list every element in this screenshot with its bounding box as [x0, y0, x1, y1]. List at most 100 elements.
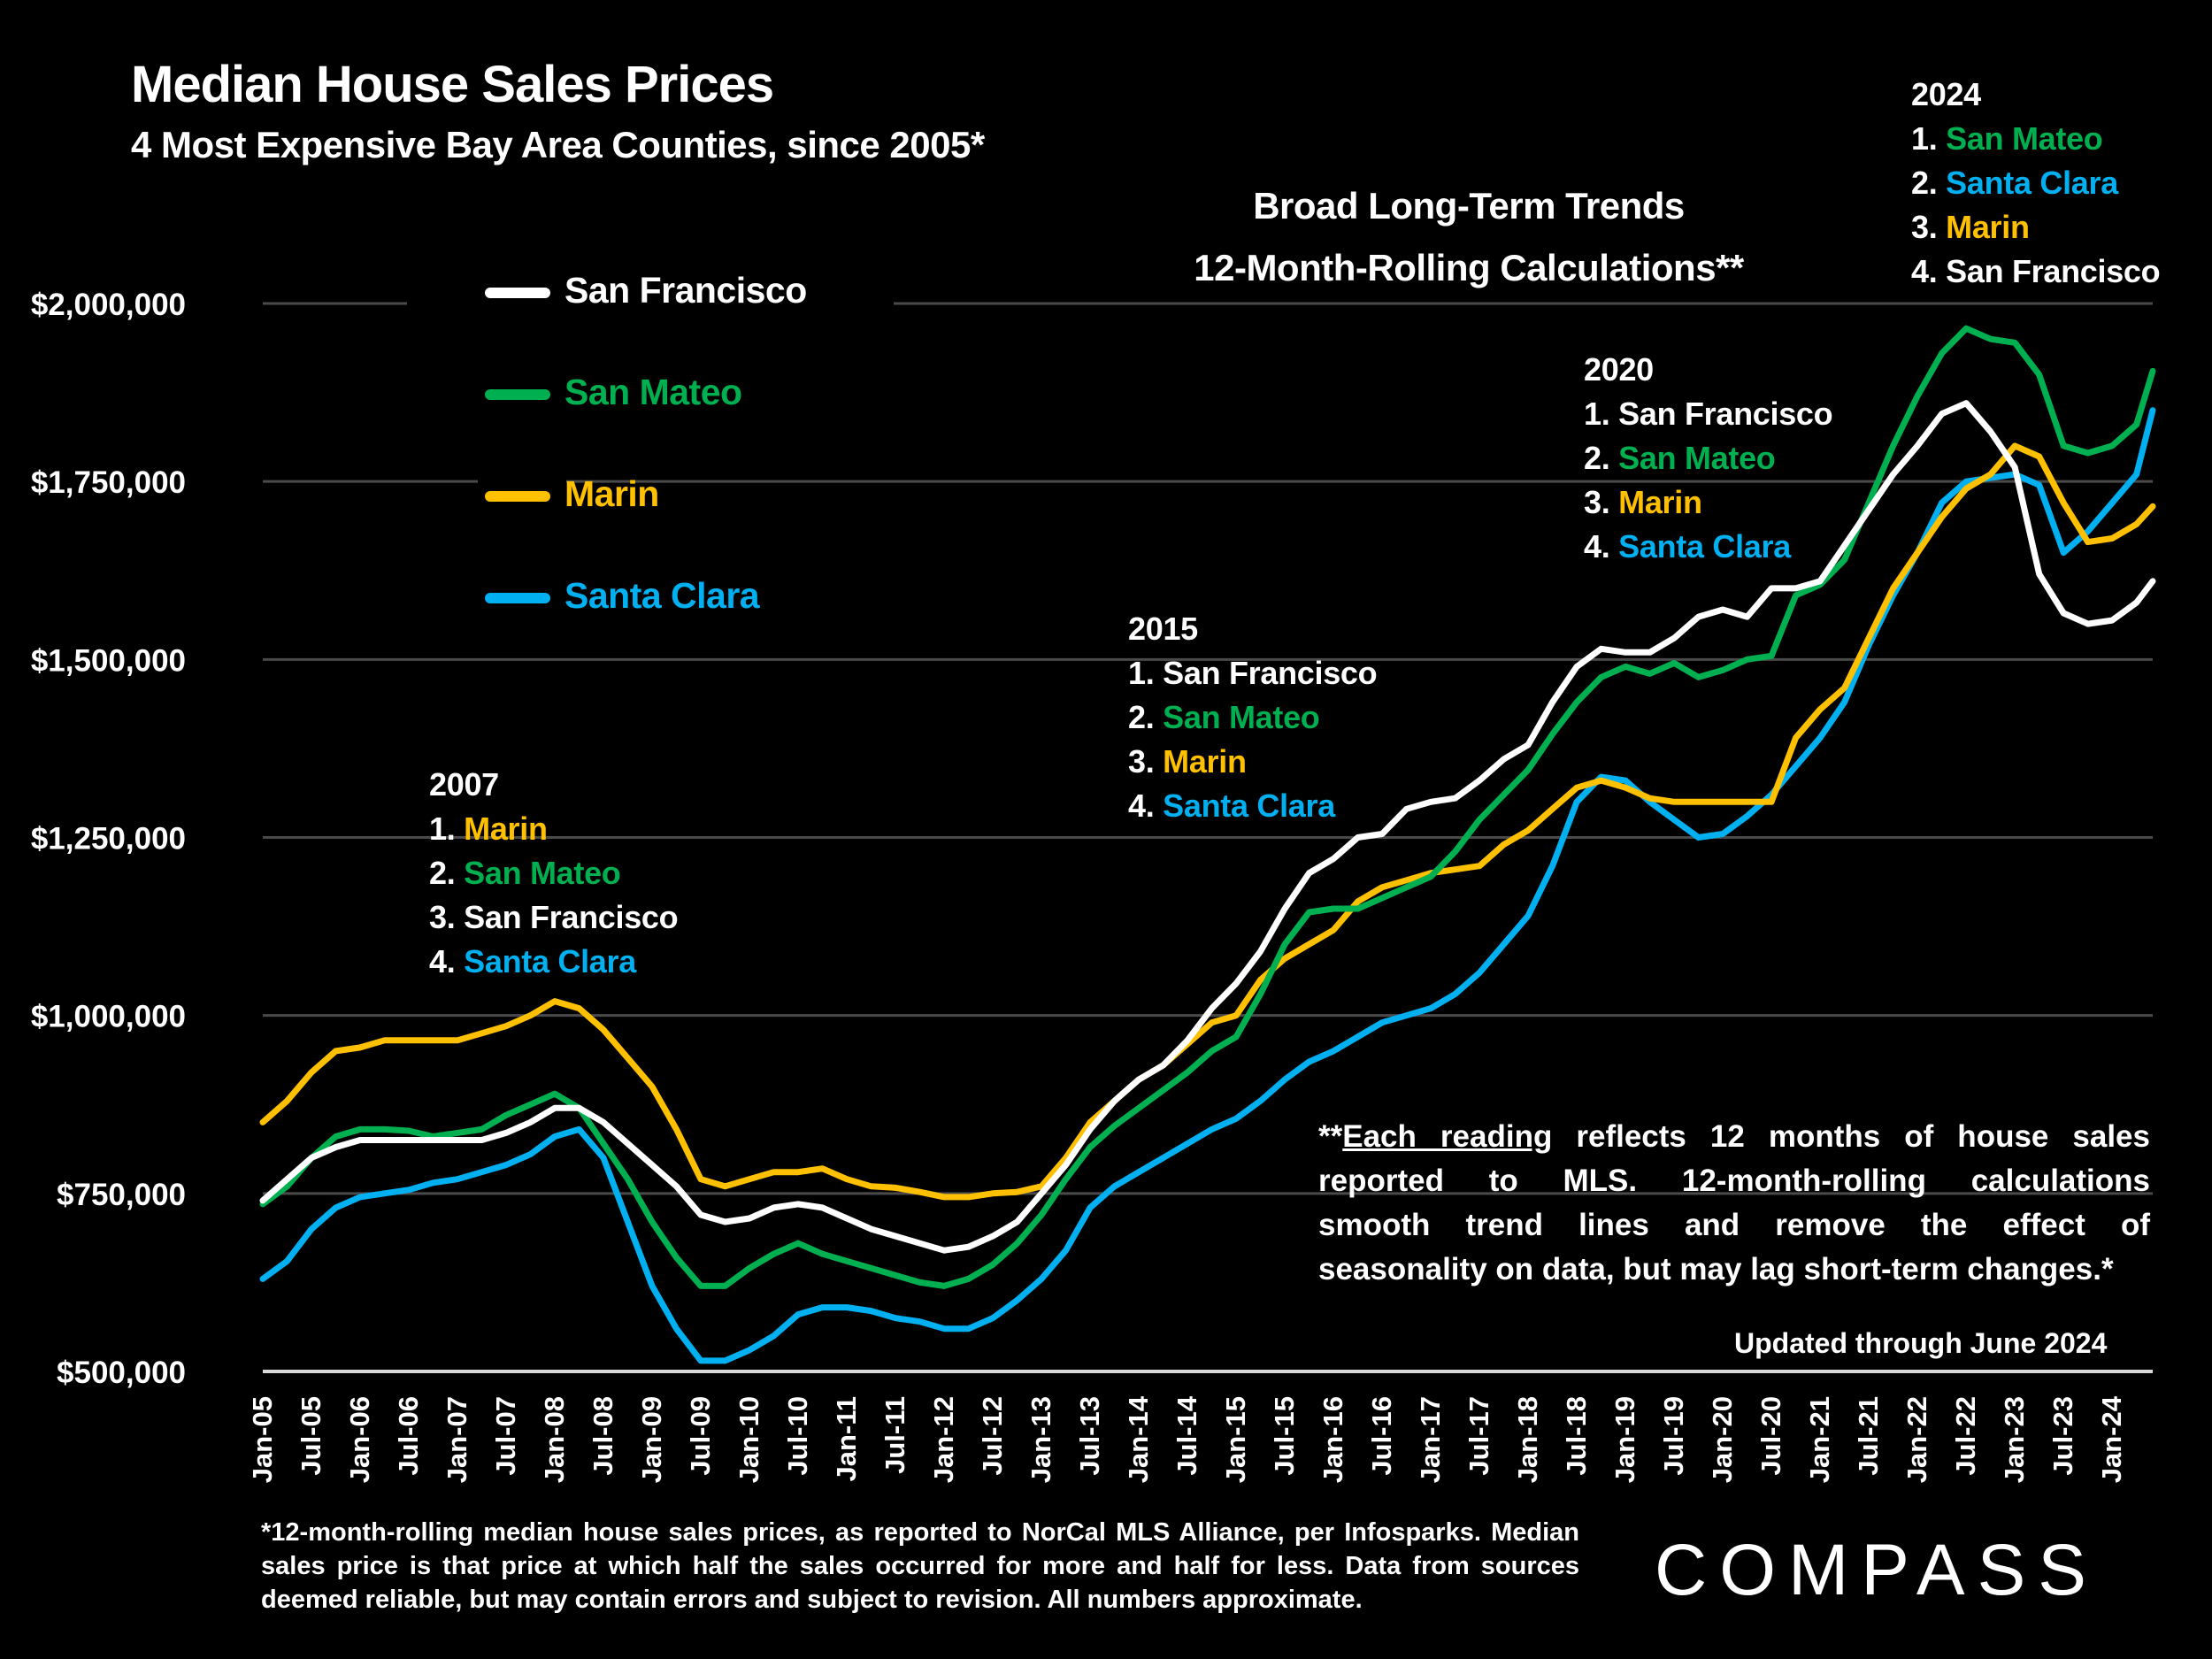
- legend-label: Marin: [565, 473, 659, 514]
- series-line-santa-clara: [259, 407, 2156, 1364]
- ranking-year: 2024: [1911, 76, 1981, 112]
- x-tick-label: Jan-15: [1220, 1396, 1251, 1483]
- ranking-item: 2. San Mateo: [1584, 436, 1832, 480]
- ranking-county: San Francisco: [1163, 655, 1378, 691]
- x-tick-label: Jul-09: [685, 1396, 716, 1476]
- y-tick-label: $500,000: [57, 1356, 186, 1390]
- x-tick-label: Jan-23: [1999, 1396, 2030, 1483]
- ranking-number: 2.: [1128, 699, 1164, 735]
- ranking-county: Marin: [1163, 743, 1247, 780]
- x-axis-labels: Jan-05 Jul-05 Jan-06 Jul-06 Jan-07 Jul-07 Jan-…: [247, 1395, 2127, 1483]
- x-tick-label: Jan-17: [1415, 1396, 1446, 1483]
- ranking-item: 4. San Francisco: [1911, 250, 2161, 294]
- legend-label: Santa Clara: [565, 575, 760, 616]
- legend-item-santa-clara: Santa Clara: [485, 575, 760, 617]
- x-tick-label: Jul-11: [879, 1396, 910, 1474]
- x-tick-label: Jan-12: [928, 1396, 959, 1483]
- ranking-county: Marin: [464, 810, 548, 847]
- chart-title: Median House Sales Prices: [131, 56, 774, 113]
- ranking-number: 4.: [1911, 253, 1947, 289]
- x-tick-label: Jan-07: [442, 1396, 472, 1483]
- trend-title-line2: 12-Month-Rolling Calculations**: [1194, 247, 1744, 288]
- ranking-county: Santa Clara: [1946, 165, 2118, 201]
- ranking-number: 4.: [1584, 528, 1619, 565]
- x-tick-label: Jan-08: [539, 1396, 570, 1483]
- x-tick-label: Jul-05: [296, 1396, 326, 1476]
- ranking-number: 1.: [1128, 655, 1164, 691]
- x-tick-label: Jul-10: [782, 1396, 813, 1476]
- updated-label: Updated through June 2024: [1734, 1327, 2108, 1359]
- y-tick-label: $1,000,000: [31, 1000, 186, 1034]
- note-line2: reported to MLS. 12-month-rolling calcul…: [1318, 1164, 2150, 1198]
- legend-swatch: [485, 288, 550, 299]
- note-line3: smooth trend lines and remove the effect…: [1318, 1208, 2150, 1242]
- ranking-number: 4.: [1128, 787, 1164, 824]
- methodology-note: **Each reading reflects 12 months of hou…: [1318, 1115, 2150, 1292]
- legend-swatch: [485, 593, 550, 604]
- legend-label: San Francisco: [565, 270, 807, 311]
- ranking-item: 3. Marin: [1911, 205, 2160, 250]
- y-axis-labels: $500,000 $750,000 $1,000,000 $1,250,000 $1,5…: [31, 288, 186, 1390]
- y-tick-label: $2,000,000: [31, 288, 186, 322]
- x-tick-label: Jan-22: [1901, 1396, 1932, 1483]
- series-line-san-francisco: [259, 400, 2156, 1254]
- series-line-marin: [259, 442, 2156, 1201]
- footnote: *12-month-rolling median house sales pri…: [261, 1518, 1579, 1614]
- ranking-2020: 2020 1. San Francisco 2. San Mateo 3. Marin…: [1584, 348, 1833, 569]
- x-tick-label: Jan-13: [1025, 1396, 1056, 1483]
- note-underlined: Each reading: [1342, 1119, 1553, 1154]
- x-tick-label: Jan-18: [1512, 1396, 1543, 1483]
- ranking-year: 2015: [1128, 611, 1198, 647]
- ranking-number: 3.: [1584, 484, 1619, 520]
- note-line1: reflects 12 months of house sales: [1552, 1119, 2150, 1154]
- x-tick-label: Jan-16: [1317, 1396, 1348, 1483]
- ranking-county: Marin: [1618, 484, 1702, 520]
- x-tick-label: Jul-23: [2047, 1396, 2078, 1476]
- y-tick-label: $1,500,000: [31, 643, 186, 678]
- ranking-2015: 2015 1. San Francisco 2. San Mateo 3. Marin…: [1128, 607, 1378, 828]
- ranking-item: 1. San Francisco: [1128, 651, 1378, 695]
- x-tick-label: Jul-12: [977, 1396, 1008, 1476]
- legend-item-san-mateo: San Mateo: [485, 372, 742, 413]
- x-tick-label: Jul-14: [1171, 1395, 1202, 1475]
- ranking-county: San Francisco: [464, 899, 679, 935]
- x-tick-label: Jul-17: [1463, 1396, 1494, 1476]
- legend-swatch: [485, 389, 550, 401]
- trend-title-line1: Broad Long-Term Trends: [1253, 185, 1685, 227]
- x-tick-label: Jul-13: [1074, 1396, 1105, 1476]
- ranking-item: 4. Santa Clara: [1128, 784, 1377, 828]
- ranking-item: 3. Marin: [1128, 740, 1377, 784]
- ranking-item: 1. Marin: [429, 807, 678, 851]
- ranking-item: 2. San Mateo: [1128, 695, 1377, 740]
- chart-subtitle: 4 Most Expensive Bay Area Counties, sinc…: [131, 124, 985, 165]
- x-tick-label: Jan-11: [831, 1396, 862, 1482]
- ranking-item: 1. San Francisco: [1584, 392, 1833, 436]
- ranking-item: 3. Marin: [1584, 480, 1832, 525]
- y-tick-label: $1,750,000: [31, 465, 186, 500]
- ranking-county: San Francisco: [1946, 253, 2161, 289]
- ranking-2024: 2024 1. San Mateo 2. Santa Clara 3. Marin 4.…: [1911, 73, 2161, 294]
- x-tick-label: Jul-18: [1561, 1396, 1592, 1476]
- x-tick-label: Jan-21: [1804, 1396, 1835, 1483]
- legend-item-san-francisco: San Francisco: [485, 270, 807, 311]
- compass-logo: COMPASS: [1655, 1530, 2099, 1610]
- ranking-county: San Mateo: [464, 855, 621, 891]
- x-tick-label: Jan-05: [247, 1396, 278, 1483]
- ranking-county: San Mateo: [1163, 699, 1320, 735]
- y-tick-label: $1,250,000: [31, 822, 186, 856]
- series-lines: [259, 325, 2156, 1364]
- ranking-year: 2007: [429, 766, 499, 803]
- x-tick-label: Jul-20: [1755, 1396, 1786, 1476]
- ranking-number: 2.: [1584, 440, 1619, 476]
- x-tick-label: Jan-19: [1609, 1396, 1640, 1483]
- ranking-item: 2. San Mateo: [429, 851, 678, 895]
- ranking-2007: 2007 1. Marin 2. San Mateo 3. San Francisco…: [429, 763, 679, 984]
- ranking-number: 2.: [429, 855, 465, 891]
- x-tick-label: Jul-21: [1853, 1396, 1884, 1476]
- ranking-number: 1.: [1911, 120, 1947, 157]
- x-tick-label: Jul-19: [1658, 1396, 1689, 1476]
- x-tick-label: Jul-08: [588, 1396, 618, 1476]
- legend-swatch: [485, 491, 550, 503]
- ranking-county: San Mateo: [1618, 440, 1776, 476]
